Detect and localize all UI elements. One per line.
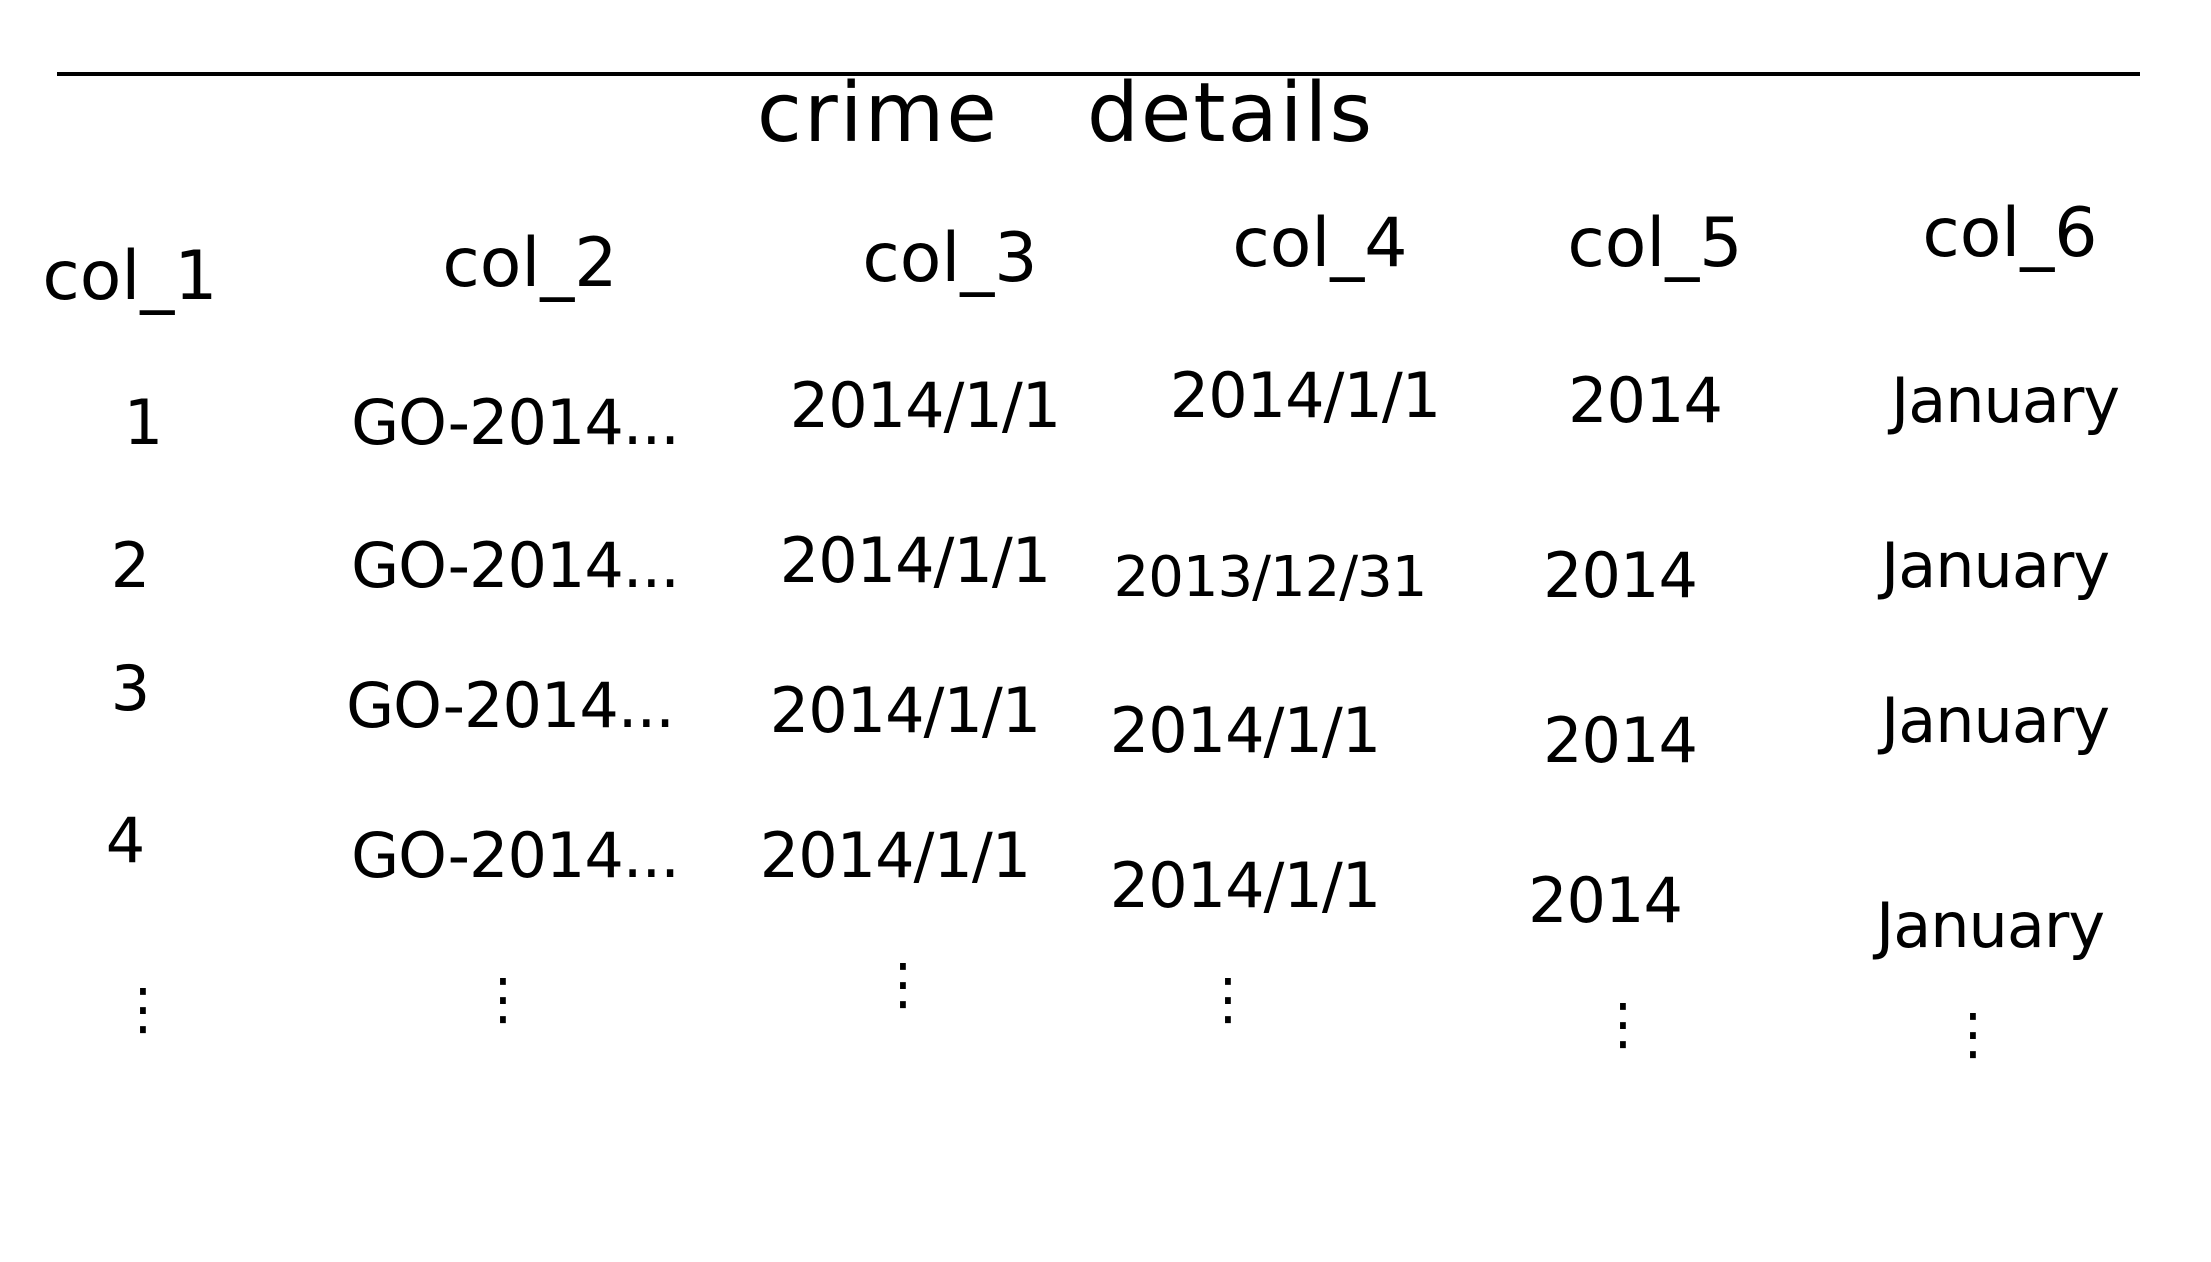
table-cell: 2014/1/1 <box>759 819 1031 892</box>
table-cell: 3 <box>110 652 150 725</box>
continuation-dots: ⋮ <box>115 977 171 1042</box>
table-cell: 4 <box>105 804 145 877</box>
table-cell: January <box>1880 529 2110 602</box>
table-cell: 2 <box>110 529 150 602</box>
table-cell: 2014/1/1 <box>1169 359 1441 432</box>
table-cell: 1 <box>123 386 163 459</box>
table-cell: January <box>1880 684 2110 757</box>
table-cell: 2014/1/1 <box>1109 694 1381 767</box>
continuation-dots: ⋮ <box>1595 992 1651 1057</box>
table-cell: January <box>1890 364 2120 437</box>
table-cell: 2014 <box>1543 539 1698 612</box>
table-cell: 2014 <box>1528 864 1683 937</box>
table-cell: GO-2014... <box>346 669 675 742</box>
table-cell: 2014/1/1 <box>1109 849 1381 922</box>
page-title: crime details <box>756 66 1375 161</box>
continuation-dots: ⋮ <box>475 967 531 1032</box>
table-cell: 2014 <box>1568 364 1723 437</box>
top-rule <box>57 72 2140 76</box>
column-header: col_3 <box>862 219 1038 298</box>
table-cell: 2014/1/1 <box>779 524 1051 597</box>
table-cell: 2013/12/31 <box>1113 545 1428 610</box>
continuation-dots: ⋮ <box>1200 967 1256 1032</box>
table-cell: GO-2014... <box>351 529 680 602</box>
continuation-dots: ⋮ <box>1945 1002 2001 1067</box>
column-header: col_2 <box>442 224 618 303</box>
table-cell: 2014/1/1 <box>769 674 1041 747</box>
table-cell: 2014 <box>1543 704 1698 777</box>
column-header: col_1 <box>42 237 218 316</box>
table-cell: 2014/1/1 <box>789 369 1061 442</box>
continuation-dots: ⋮ <box>875 952 931 1017</box>
column-header: col_5 <box>1567 204 1743 283</box>
column-header: col_4 <box>1232 204 1408 283</box>
column-header: col_6 <box>1922 194 2098 273</box>
table-cell: GO-2014... <box>351 819 680 892</box>
table-cell: GO-2014... <box>351 386 680 459</box>
table-cell: January <box>1875 889 2105 962</box>
